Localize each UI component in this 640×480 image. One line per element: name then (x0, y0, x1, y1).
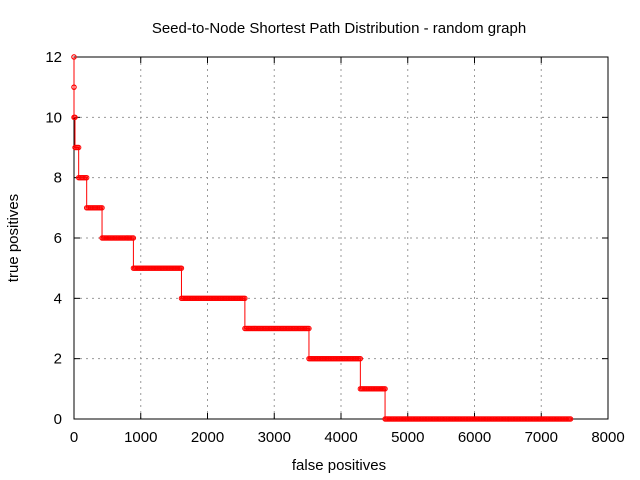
series-line (73, 57, 571, 420)
data-point (382, 386, 388, 392)
grid-lines (74, 57, 608, 419)
data-point (72, 114, 78, 121)
y-tick-label: 8 (54, 170, 62, 187)
y-tick-label: 4 (54, 290, 62, 307)
y-tick-label: 0 (54, 411, 62, 428)
x-axis-label: false positives (292, 457, 386, 474)
data-point (71, 54, 77, 60)
x-tick-label: 2000 (191, 429, 224, 446)
series-layer (71, 54, 574, 422)
x-tick-label: 5000 (391, 429, 424, 446)
data-point (83, 174, 90, 181)
data-point (178, 265, 185, 271)
data-point (71, 84, 77, 90)
x-tick-label: 8000 (591, 429, 624, 446)
data-point (567, 416, 574, 422)
y-tick-label: 10 (45, 109, 62, 126)
data-point (357, 355, 364, 362)
y-tick-label: 2 (54, 351, 62, 368)
x-tick-label: 4000 (324, 429, 357, 446)
data-point (306, 325, 312, 332)
data-point (130, 235, 137, 241)
data-point (75, 144, 82, 151)
data-point (242, 295, 248, 302)
y-axis-label: true positives (5, 194, 22, 282)
y-tick-label: 12 (45, 49, 62, 66)
x-tick-label: 0 (70, 429, 78, 446)
x-tick-label: 3000 (258, 429, 291, 446)
data-point (99, 205, 105, 211)
y-tick-label: 6 (54, 230, 62, 247)
x-tick-label: 7000 (525, 429, 558, 446)
chart-title: Seed-to-Node Shortest Path Distribution … (152, 20, 526, 37)
tick-labels: 0 1000 2000 3000 4000 5000 6000 7000 8000 0 2 4 6 8 10… (45, 49, 624, 446)
x-tick-label: 6000 (458, 429, 491, 446)
x-tick-label: 1000 (124, 429, 157, 446)
